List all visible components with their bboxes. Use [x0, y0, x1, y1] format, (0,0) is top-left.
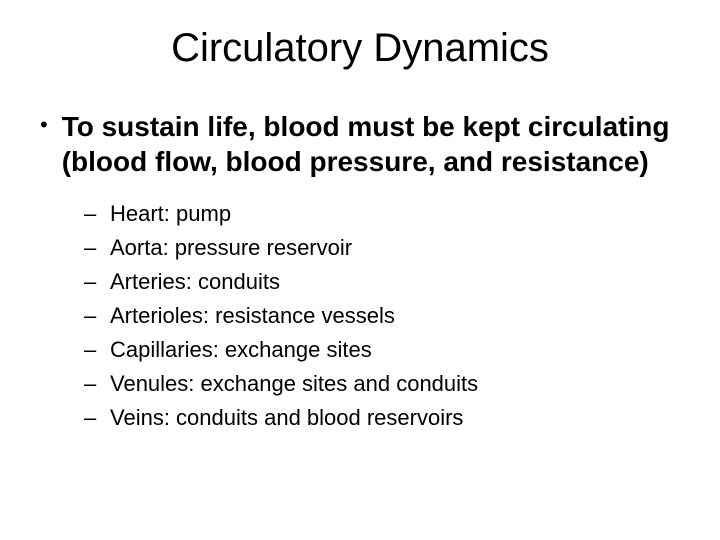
list-item: – Capillaries: exchange sites: [84, 335, 680, 365]
list-item: – Arterioles: resistance vessels: [84, 301, 680, 331]
dash-icon: –: [84, 403, 110, 433]
list-item: – Heart: pump: [84, 199, 680, 229]
dash-icon: –: [84, 369, 110, 399]
list-item-text: Heart: pump: [110, 199, 231, 229]
list-item: – Veins: conduits and blood reservoirs: [84, 403, 680, 433]
main-point-text: To sustain life, blood must be kept circ…: [62, 109, 680, 179]
list-item-text: Aorta: pressure reservoir: [110, 233, 352, 263]
slide-title: Circulatory Dynamics: [40, 26, 680, 71]
main-bullet: • To sustain life, blood must be kept ci…: [40, 109, 680, 179]
list-item-text: Veins: conduits and blood reservoirs: [110, 403, 463, 433]
list-item-text: Arteries: conduits: [110, 267, 280, 297]
dash-icon: –: [84, 233, 110, 263]
list-item-text: Arterioles: resistance vessels: [110, 301, 395, 331]
list-item: – Arteries: conduits: [84, 267, 680, 297]
dash-icon: –: [84, 199, 110, 229]
list-item-text: Capillaries: exchange sites: [110, 335, 372, 365]
list-item-text: Venules: exchange sites and conduits: [110, 369, 478, 399]
dash-icon: –: [84, 301, 110, 331]
sub-list: – Heart: pump – Aorta: pressure reservoi…: [84, 199, 680, 433]
bullet-icon: •: [40, 109, 48, 141]
slide: Circulatory Dynamics • To sustain life, …: [0, 0, 720, 540]
list-item: – Aorta: pressure reservoir: [84, 233, 680, 263]
dash-icon: –: [84, 335, 110, 365]
dash-icon: –: [84, 267, 110, 297]
list-item: – Venules: exchange sites and conduits: [84, 369, 680, 399]
